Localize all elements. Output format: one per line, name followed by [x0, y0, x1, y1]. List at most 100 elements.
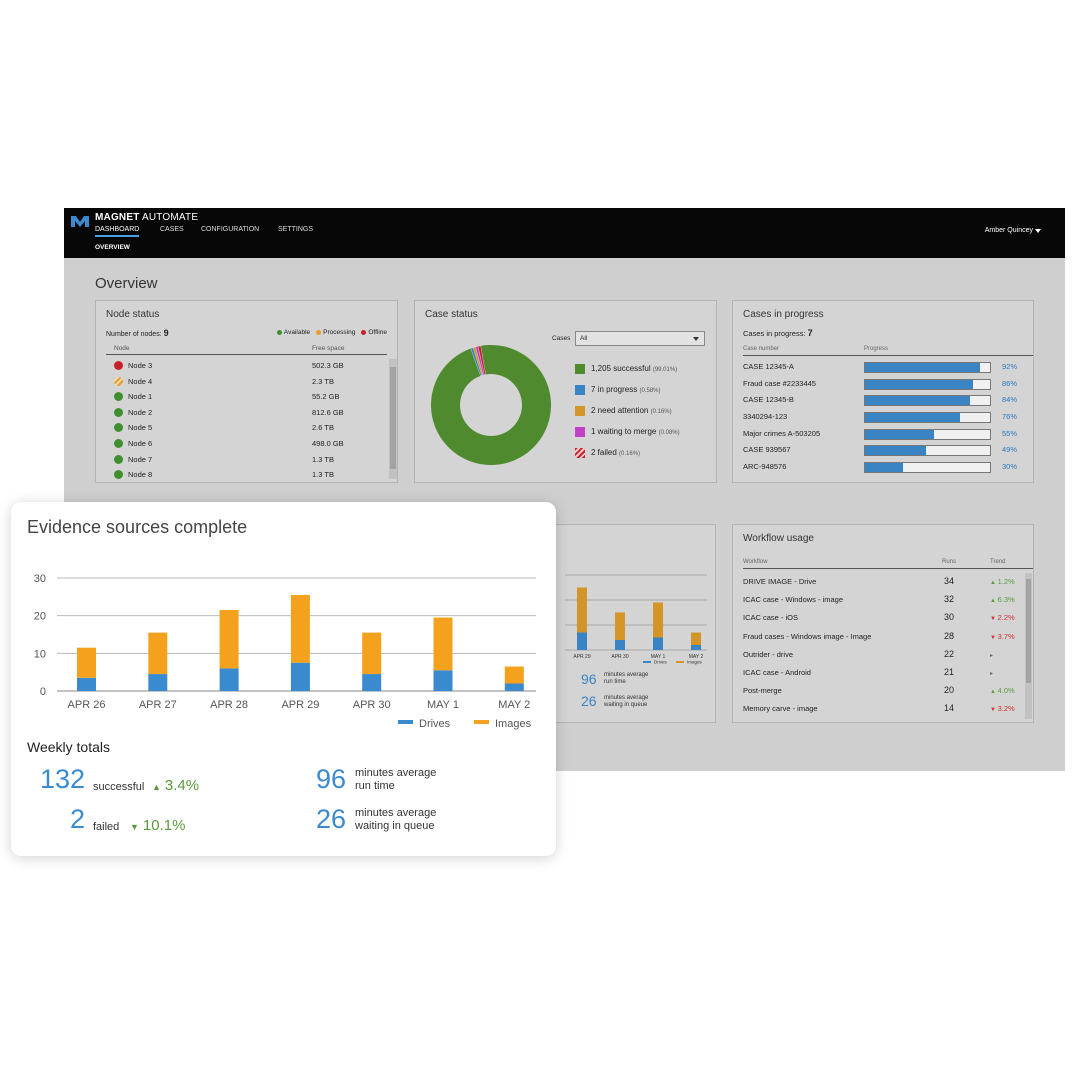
progress-fill: [865, 413, 960, 423]
node-free-space: 812.6 GB: [312, 407, 344, 417]
column-trend[interactable]: Trend: [990, 559, 1006, 565]
table-row[interactable]: Node 6 498.0 GB: [106, 436, 386, 452]
queue-time-value: 26: [315, 804, 346, 834]
tab-configuration[interactable]: CONFIGURATION: [201, 226, 260, 233]
tab-cases[interactable]: CASES: [160, 226, 184, 233]
table-row[interactable]: Fraud cases - Windows image - Image 28 ▼ 3…: [743, 628, 1028, 646]
table-row[interactable]: Outrider - drive 22 ▸: [743, 646, 1028, 664]
node-name: Node 2: [128, 407, 153, 417]
scrollbar-thumb[interactable]: [1026, 579, 1031, 683]
legend-images-label: Images: [687, 660, 703, 665]
successful-trend: ▲ 3.4%: [152, 777, 200, 794]
table-row[interactable]: Major crimes A-503205 55%: [743, 426, 1028, 443]
legend-drives-swatch: [643, 661, 651, 663]
case-status-donut-chart: [431, 345, 551, 465]
y-tick-label: 0: [40, 686, 46, 698]
trend-down-icon: ▼: [990, 707, 998, 714]
node-count: Number of nodes: 9: [106, 328, 169, 338]
trend-flat-icon: ▸: [990, 652, 994, 659]
bar-drives: [77, 677, 96, 691]
cases-in-progress-count: Cases in progress: 7: [743, 328, 813, 338]
workflow-name: ICAC case - iOS: [743, 613, 799, 623]
column-progress[interactable]: Progress: [864, 346, 889, 352]
table-row[interactable]: Fraud case #2233445 86%: [743, 376, 1028, 393]
table-row[interactable]: Node 4 2.3 TB: [106, 374, 386, 390]
progress-bar: [864, 462, 991, 474]
table-row[interactable]: ARC-948576 30%: [743, 459, 1028, 476]
table-row[interactable]: Memory carve - image 14 ▼ 3.2%: [743, 700, 1028, 718]
table-row[interactable]: CASE 12345-A 92%: [743, 359, 1028, 376]
progress-bar: [864, 395, 991, 407]
tab-settings[interactable]: SETTINGS: [278, 226, 314, 233]
top-navigation-bar: MAGNET AUTOMATE DASHBOARD CASES CONFIGUR…: [64, 208, 1065, 258]
tick-label: APR 30: [611, 654, 628, 660]
table-row[interactable]: Node 2 812.6 GB: [106, 405, 386, 421]
node-free-space: 2.6 TB: [312, 423, 334, 433]
table-row[interactable]: ICAC case - iOS 30 ▼ 2.2%: [743, 609, 1028, 627]
node-scrollbar[interactable]: [389, 359, 397, 479]
tab-dashboard[interactable]: DASHBOARD: [95, 226, 140, 237]
node-table-header: Node Free space: [106, 343, 387, 355]
bar-images: [77, 647, 96, 678]
panel-title: Cases in progress: [743, 309, 824, 320]
table-row[interactable]: Node 8 1.3 TB: [106, 467, 386, 483]
workflow-trend: ▲ 6.3%: [990, 595, 1015, 605]
bar-drives: [148, 674, 168, 691]
workflow-usage-panel: Workflow usage Workflow Runs Trend DRIVE…: [732, 524, 1034, 723]
column-free-space[interactable]: Free space: [312, 345, 345, 352]
status-offline-icon: [114, 361, 123, 370]
bar-images: [615, 612, 625, 640]
table-row[interactable]: DRIVE IMAGE - Drive 34 ▲ 1.2%: [743, 573, 1028, 591]
subnav-overview[interactable]: OVERVIEW: [95, 244, 130, 251]
cases-select-label: Cases: [552, 335, 571, 342]
table-row[interactable]: Node 5 2.6 TB: [106, 420, 386, 436]
table-row[interactable]: CASE 939567 49%: [743, 442, 1028, 459]
table-row[interactable]: ICAC case - Android 21 ▸: [743, 664, 1028, 682]
workflow-runs: 32: [944, 594, 955, 605]
table-row[interactable]: Post-merge 20 ▲ 4.0%: [743, 682, 1028, 700]
column-node[interactable]: Node: [114, 345, 130, 352]
node-name: Node 3: [128, 361, 153, 370]
y-tick-label: 20: [34, 611, 46, 623]
legend-label: 1,205 successful (99.01%): [591, 364, 678, 373]
tick-label: MAY 1: [651, 654, 666, 660]
bar-images: [148, 632, 168, 675]
progress-percent: 49%: [1002, 445, 1018, 455]
table-row[interactable]: CASE 12345-B 84%: [743, 392, 1028, 409]
brand-name: MAGNET AUTOMATE: [95, 212, 199, 223]
node-free-space: 502.3 GB: [312, 361, 344, 370]
legend-swatch: [575, 385, 585, 395]
workflow-scrollbar[interactable]: [1025, 573, 1032, 719]
table-row[interactable]: Node 7 1.3 TB: [106, 452, 386, 468]
trend-down-icon: ▼: [990, 634, 998, 641]
cases-filter-select[interactable]: All: [575, 331, 705, 346]
table-row[interactable]: Node 3 502.3 GB: [106, 358, 386, 374]
bar-drives: [691, 645, 701, 650]
column-case-number[interactable]: Case number: [743, 346, 780, 352]
column-workflow[interactable]: Workflow: [743, 559, 768, 565]
table-row[interactable]: 3340294-123 76%: [743, 409, 1028, 426]
bar-drives: [433, 670, 453, 691]
node-legend: Available Processing Offline: [276, 329, 387, 336]
workflow-trend: ▲ 1.2%: [990, 577, 1015, 586]
user-menu[interactable]: Amber Quincey: [984, 227, 1033, 234]
node-free-space: 1.3 TB: [312, 454, 334, 464]
bar-images: [362, 632, 382, 675]
legend-available: Available: [276, 329, 310, 336]
workflow-runs: 22: [944, 648, 955, 659]
column-runs[interactable]: Runs: [942, 559, 957, 565]
chevron-down-icon: [693, 337, 699, 341]
table-row[interactable]: Node 1 55.2 GB: [106, 389, 386, 405]
table-row[interactable]: ICAC case - Windows - image 32 ▲ 6.3%: [743, 591, 1028, 609]
node-name: Node 1: [128, 392, 153, 402]
legend-offline: Offline: [361, 329, 387, 336]
node-name: Node 4: [128, 376, 153, 386]
node-table-body: Node 3 502.3 GB Node 4 2.3 TB Node 1 55.2 GB N…: [106, 358, 386, 483]
status-available-icon: [114, 407, 123, 417]
workflow-name: Post-merge: [743, 686, 782, 696]
progress-percent: 86%: [1002, 378, 1018, 388]
trend-up-icon: ▲: [990, 689, 998, 696]
case-number: CASE 12345-B: [743, 395, 794, 405]
scrollbar-thumb[interactable]: [390, 367, 396, 469]
chevron-down-icon[interactable]: [1035, 229, 1041, 233]
